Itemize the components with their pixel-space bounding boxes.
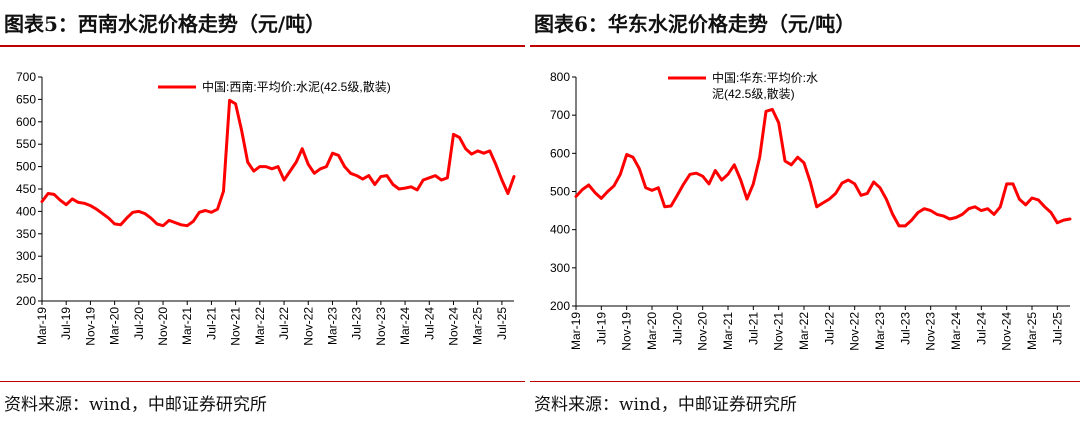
y-tick-label: 800 — [550, 70, 570, 84]
x-tick-label: Jul-19 — [59, 307, 73, 340]
x-tick-label: Mar-25 — [471, 307, 485, 345]
title-divider — [0, 45, 525, 47]
x-tick-label: Nov-19 — [620, 312, 634, 351]
y-tick-label: 450 — [16, 182, 36, 196]
x-tick-label: Jul-20 — [132, 307, 146, 340]
x-tick-label: Jul-19 — [594, 312, 608, 345]
x-tick-label: Jul-22 — [822, 312, 836, 345]
x-tick-label: Mar-20 — [108, 307, 122, 345]
x-tick-label: Mar-22 — [253, 307, 267, 345]
southwest-cement-price-chart: 200 250 300 350 400 450 500 550 600 650 700 Mar-19 J… — [16, 70, 516, 346]
chart-title: 图表5：西南水泥价格走势（元/吨） — [4, 12, 326, 36]
x-tick-label: Jul-20 — [670, 312, 684, 345]
x-tick-label: Nov-21 — [229, 307, 243, 346]
y-tick-label: 400 — [16, 204, 36, 218]
x-tick-label: Nov-23 — [374, 307, 388, 346]
x-tick-label: Mar-22 — [797, 312, 811, 350]
x-tick-label: Mar-23 — [873, 312, 887, 350]
x-tick-label: Mar-20 — [645, 312, 659, 350]
source-note: 资料来源：wind，中邮证券研究所 — [4, 395, 267, 415]
source-divider — [530, 381, 1080, 382]
x-tick-label: Nov-19 — [83, 307, 97, 346]
x-tick-label: Jul-24 — [974, 312, 988, 345]
x-tick-label: Jul-23 — [898, 312, 912, 345]
x-tick-label: Mar-25 — [1025, 312, 1039, 350]
source-note: 资料来源：wind，中邮证券研究所 — [534, 395, 797, 415]
x-tick-label: Jul-25 — [1050, 312, 1064, 345]
x-tick-label: Jul-24 — [422, 307, 436, 340]
y-tick-label: 300 — [16, 249, 36, 263]
x-tick-label: Nov-22 — [301, 307, 315, 346]
legend-label: 中国:华东:平均价:水 — [712, 70, 818, 85]
title-divider — [530, 45, 1080, 47]
x-tick-label: Jul-21 — [204, 307, 218, 340]
x-tick-label: Jul-23 — [350, 307, 364, 340]
x-tick-label: Nov-23 — [924, 312, 938, 351]
y-tick-label: 550 — [16, 137, 36, 151]
x-tick-label: Mar-24 — [949, 312, 963, 350]
chart-panel-southwest: 图表5：西南水泥价格走势（元/吨） 200 250 300 350 400 450 500 5… — [0, 0, 525, 425]
legend-label: 泥(42.5级,散装) — [712, 86, 795, 101]
x-tick-label: Jul-25 — [495, 307, 509, 340]
x-tick-label: Nov-22 — [848, 312, 862, 351]
x-tick-label: Nov-20 — [156, 307, 170, 346]
y-tick-label: 350 — [16, 227, 36, 241]
x-tick-label: Nov-21 — [772, 312, 786, 351]
series-line — [574, 107, 1072, 228]
x-tick-label: Mar-19 — [569, 312, 583, 350]
y-tick-label: 600 — [550, 146, 570, 160]
x-tick-label: Mar-21 — [721, 312, 735, 350]
y-tick-label: 500 — [550, 185, 570, 199]
x-tick-label: Mar-23 — [325, 307, 339, 345]
legend-label: 中国:西南:平均价:水泥(42.5级,散装) — [202, 79, 391, 94]
x-tick-label: Mar-24 — [398, 307, 412, 345]
series-line — [40, 98, 516, 228]
x-tick-label: Jul-22 — [277, 307, 291, 340]
east-cement-price-chart: 200 300 400 500 600 700 800 Mar-19 Jul-19 Nov-19 M… — [550, 70, 1072, 351]
y-tick-label: 650 — [16, 92, 36, 106]
y-tick-label: 400 — [550, 223, 570, 237]
y-tick-label: 700 — [550, 108, 570, 122]
y-tick-label: 500 — [16, 160, 36, 174]
y-tick-label: 200 — [550, 299, 570, 313]
y-tick-label: 300 — [550, 261, 570, 275]
x-tick-label: Nov-24 — [446, 307, 460, 346]
y-tick-label: 200 — [16, 294, 36, 308]
x-tick-label: Nov-20 — [696, 312, 710, 351]
y-tick-label: 250 — [16, 272, 36, 286]
x-tick-label: Mar-21 — [180, 307, 194, 345]
chart-title: 图表6：华东水泥价格走势（元/吨） — [534, 12, 856, 36]
chart-panel-east: 图表6：华东水泥价格走势（元/吨） 200 300 400 500 600 700 800 M… — [530, 0, 1080, 425]
x-tick-label: Nov-24 — [1000, 312, 1014, 351]
x-tick-label: Jul-21 — [746, 312, 760, 345]
x-tick-label: Mar-19 — [35, 307, 49, 345]
y-tick-label: 600 — [16, 115, 36, 129]
y-tick-label: 700 — [16, 70, 36, 84]
source-divider — [0, 381, 525, 382]
